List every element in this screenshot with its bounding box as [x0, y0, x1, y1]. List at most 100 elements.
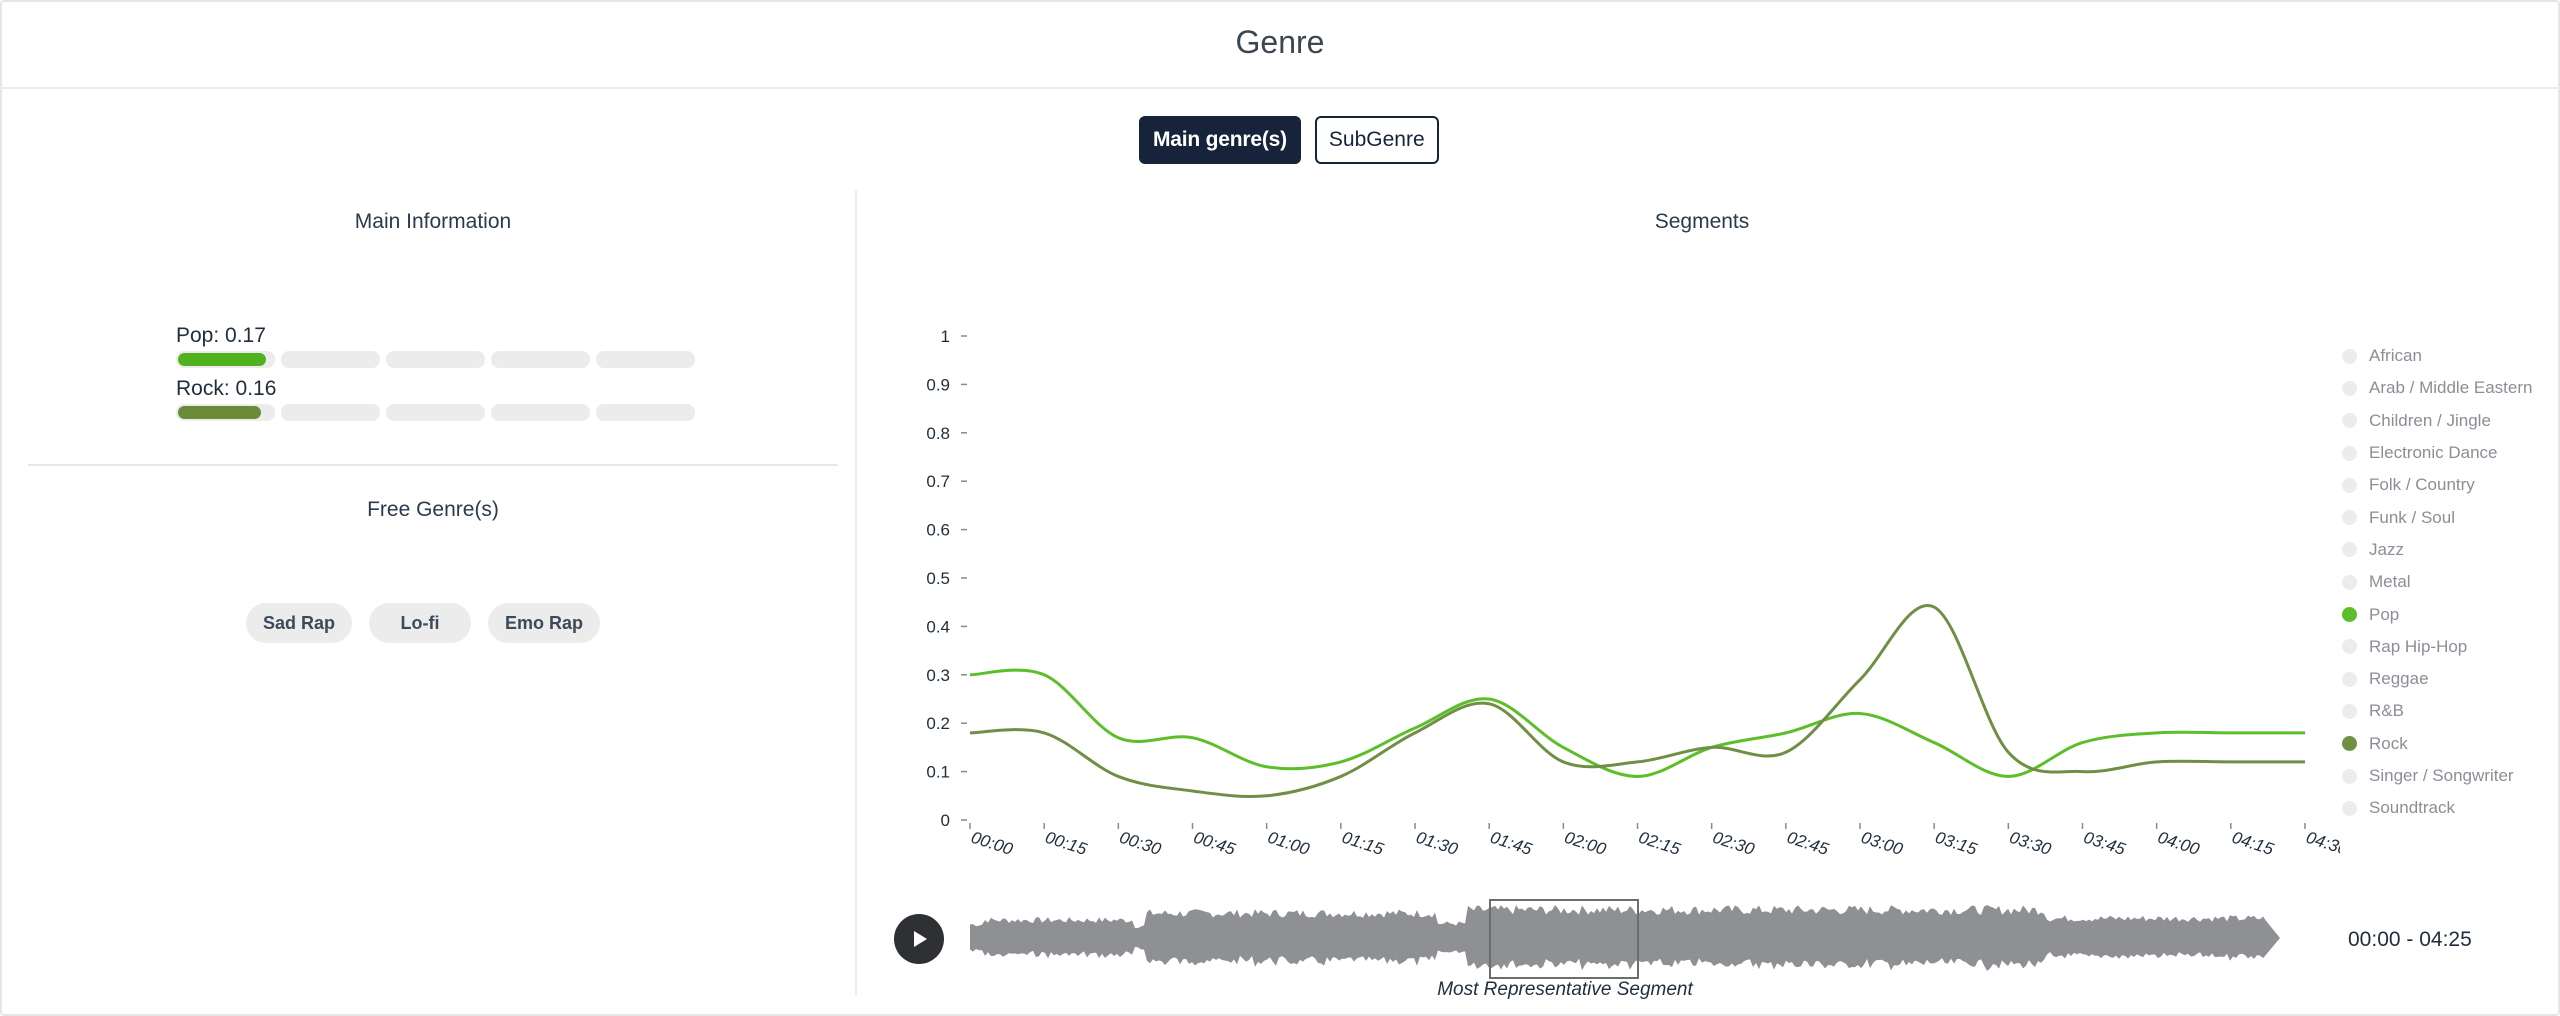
panel-divider [855, 190, 857, 996]
legend-dot-icon [2342, 736, 2357, 752]
x-tick-label: 02:15 [1636, 828, 1683, 859]
legend-item[interactable]: Funk / Soul [2342, 501, 2532, 533]
legend-dot-icon [2342, 671, 2357, 687]
x-tick-label: 03:45 [2081, 828, 2128, 859]
legend-item[interactable]: Metal [2342, 566, 2532, 598]
waveform-shape [970, 905, 2280, 971]
play-icon [914, 931, 927, 947]
free-genre-tags: Sad Rap Lo-fi Emo Rap [246, 603, 601, 643]
segment-caption: Most Representative Segment [1437, 979, 1693, 1000]
main-genres-button[interactable]: Main genre(s) [1139, 116, 1301, 164]
section-divider [28, 464, 838, 466]
legend-item[interactable]: Singer / Songwriter [2342, 760, 2532, 792]
legend-dot-icon [2342, 542, 2357, 558]
y-tick-label: 0.9 [926, 375, 950, 394]
y-tick-label: 0.3 [926, 666, 950, 685]
y-tick-label: 0.7 [926, 472, 950, 491]
legend-dot-icon [2342, 768, 2357, 784]
x-tick-label: 03:15 [1933, 828, 1980, 859]
x-tick-label: 00:45 [1191, 828, 1238, 859]
x-tick-label: 04:15 [2230, 828, 2277, 859]
legend-item[interactable]: R&B [2342, 695, 2532, 727]
legend-item[interactable]: Folk / Country [2342, 469, 2532, 501]
y-tick-label: 0.2 [926, 714, 950, 733]
legend-label: Rock [2369, 733, 2408, 753]
legend-label: Singer / Songwriter [2369, 766, 2514, 785]
x-tick-label: 02:30 [1710, 828, 1757, 859]
x-tick-label: 02:00 [1562, 828, 1609, 859]
score-bar-fill [178, 353, 266, 366]
genre-mode-toggle: Main genre(s) SubGenre [1139, 116, 1439, 164]
y-tick-label: 0 [941, 811, 950, 830]
legend-item[interactable]: Electronic Dance [2342, 437, 2532, 469]
legend-label: Pop [2369, 604, 2400, 624]
legend-label: Funk / Soul [2369, 507, 2455, 527]
series-line-rock [969, 603, 2305, 799]
genre-tag[interactable]: Lo-fi [369, 603, 472, 643]
legend-item[interactable]: Arab / Middle Eastern [2342, 372, 2532, 404]
x-tick-label: 03:00 [1859, 828, 1906, 859]
legend-label: Electronic Dance [2369, 443, 2498, 463]
audio-waveform[interactable] [970, 898, 2280, 978]
legend-dot-icon [2342, 510, 2357, 526]
x-tick-label: 03:30 [2007, 828, 2054, 859]
y-tick-label: 1 [941, 327, 950, 346]
free-genres-title: Free Genre(s) [367, 498, 499, 521]
x-tick-label: 01:30 [1414, 828, 1461, 859]
x-tick-label: 01:00 [1265, 828, 1312, 859]
legend-label: Reggae [2369, 669, 2429, 689]
legend-dot-icon [2342, 477, 2357, 493]
legend-label: R&B [2369, 701, 2404, 721]
legend-item[interactable]: Soundtrack [2342, 792, 2532, 824]
chart-legend: African Arab / Middle Eastern Children / J… [2342, 340, 2532, 824]
representative-segment-marker[interactable] [1489, 899, 1639, 979]
x-tick-label: 01:15 [1340, 828, 1387, 859]
legend-dot-icon [2342, 445, 2357, 461]
left-panel: Main Information Pop: 0.17 Rock: 0.16 Fr… [28, 190, 838, 1000]
legend-dot-icon [2342, 380, 2357, 396]
legend-item[interactable]: Reggae [2342, 663, 2532, 695]
legend-item[interactable]: Pop [2342, 598, 2532, 630]
legend-item[interactable]: Rap Hip-Hop [2342, 631, 2532, 663]
legend-label: Rap Hip-Hop [2369, 636, 2468, 656]
legend-dot-icon [2342, 800, 2357, 816]
x-tick-label: 01:45 [1488, 828, 1535, 859]
y-tick-label: 0.1 [926, 763, 950, 782]
legend-item[interactable]: African [2342, 340, 2532, 372]
legend-item[interactable]: Children / Jingle [2342, 405, 2532, 437]
legend-label: Soundtrack [2369, 798, 2455, 818]
segments-title: Segments [1654, 210, 1750, 233]
subgenre-button[interactable]: SubGenre [1314, 116, 1439, 164]
x-tick-label: 02:45 [1785, 828, 1832, 859]
page-title: Genre [1235, 24, 1325, 60]
legend-dot-icon [2342, 413, 2357, 429]
x-tick-label: 04:00 [2155, 828, 2202, 859]
series-line-pop [969, 668, 2305, 778]
legend-dot-icon [2342, 574, 2357, 590]
main-information-title: Main Information [354, 210, 512, 233]
legend-label: Folk / Country [2369, 475, 2475, 495]
y-tick-label: 0.6 [926, 521, 950, 540]
y-tick-label: 0.4 [926, 617, 950, 636]
genre-score-label: Rock: 0.16 [176, 377, 277, 400]
legend-dot-icon [2342, 348, 2357, 364]
x-tick-label: 04:30 [2304, 828, 2340, 859]
y-tick-label: 0.5 [926, 569, 950, 588]
legend-item[interactable]: Jazz [2342, 534, 2532, 566]
genre-score-rock: Rock: 0.16 [176, 377, 706, 421]
legend-label: Children / Jingle [2369, 410, 2491, 430]
x-tick-label: 00:15 [1043, 828, 1090, 859]
legend-item[interactable]: Rock [2342, 728, 2532, 760]
time-range-label: 00:00 - 04:25 [2348, 928, 2472, 951]
x-tick-label: 00:30 [1117, 828, 1164, 859]
x-tick-label: 00:00 [969, 828, 1016, 859]
play-button[interactable] [894, 914, 944, 964]
genre-tag[interactable]: Emo Rap [488, 603, 601, 643]
legend-label: Arab / Middle Eastern [2369, 378, 2533, 398]
card-header: Genre [0, 0, 2560, 89]
legend-label: Jazz [2369, 539, 2404, 559]
genre-score-label: Pop: 0.17 [176, 324, 266, 347]
segments-line-chart: 0 0.1 0.2 0.3 0.4 0.5 0.6 0.7 0.8 0.9 1 00:00 00:15 0… [926, 327, 2340, 859]
genre-tag[interactable]: Sad Rap [246, 603, 353, 643]
